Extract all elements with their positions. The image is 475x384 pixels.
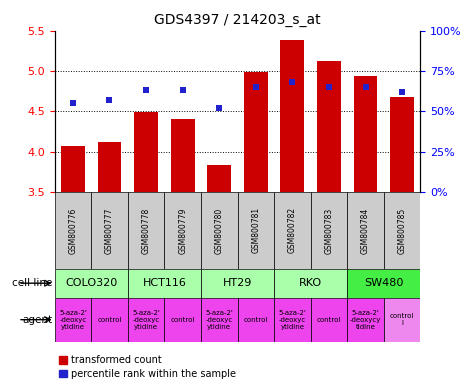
Bar (128, 298, 164, 342)
Bar (201, 192, 238, 269)
Text: GSM800781: GSM800781 (251, 207, 260, 253)
Bar (201, 298, 238, 342)
Text: GSM800782: GSM800782 (288, 207, 297, 253)
Text: 5-aza-2'
-deoxycy
tidine: 5-aza-2' -deoxycy tidine (350, 310, 381, 330)
Text: 5-aza-2'
-deoxyc
ytidine: 5-aza-2' -deoxyc ytidine (205, 310, 233, 330)
Bar (280, 40, 304, 384)
Bar (128, 192, 164, 269)
Text: GSM800776: GSM800776 (68, 207, 77, 253)
Point (325, 84, 332, 90)
Bar (384, 298, 420, 342)
Bar (353, 76, 378, 384)
Bar (201, 269, 274, 298)
Point (252, 84, 259, 90)
Text: GSM800784: GSM800784 (361, 207, 370, 253)
Bar (171, 119, 195, 384)
Text: COLO320: COLO320 (65, 278, 117, 288)
Bar (61, 146, 85, 384)
Text: RKO: RKO (299, 278, 322, 288)
Bar (347, 192, 384, 269)
Bar (128, 269, 201, 298)
Bar (91, 298, 128, 342)
Bar (244, 72, 268, 384)
Point (69, 100, 77, 106)
Point (142, 87, 150, 93)
Bar (347, 298, 384, 342)
Text: 5-aza-2'
-deoxyc
ytidine: 5-aza-2' -deoxyc ytidine (132, 310, 160, 330)
Bar (207, 165, 231, 384)
Bar (311, 192, 347, 269)
Point (105, 97, 113, 103)
Title: GDS4397 / 214203_s_at: GDS4397 / 214203_s_at (154, 13, 321, 27)
Text: control: control (244, 317, 268, 323)
Text: GSM800780: GSM800780 (215, 207, 224, 253)
Bar (55, 192, 91, 269)
Text: 5-aza-2'
-deoxyc
ytidine: 5-aza-2' -deoxyc ytidine (278, 310, 306, 330)
Bar (238, 298, 274, 342)
Bar (274, 269, 347, 298)
Bar (97, 142, 122, 384)
Point (216, 105, 223, 111)
Bar (134, 112, 158, 384)
Text: agent: agent (23, 314, 53, 325)
Text: control
l: control l (390, 313, 414, 326)
Text: HCT116: HCT116 (142, 278, 186, 288)
Bar (164, 298, 201, 342)
Text: GSM800785: GSM800785 (398, 207, 407, 253)
Text: control: control (317, 317, 341, 323)
Bar (384, 192, 420, 269)
Text: GSM800783: GSM800783 (324, 207, 333, 253)
Legend: transformed count, percentile rank within the sample: transformed count, percentile rank withi… (59, 355, 236, 379)
Point (179, 87, 186, 93)
Text: cell line: cell line (12, 278, 53, 288)
Bar (311, 298, 347, 342)
Point (398, 89, 406, 95)
Bar (274, 192, 311, 269)
Text: SW480: SW480 (364, 278, 403, 288)
Text: GSM800779: GSM800779 (178, 207, 187, 253)
Bar (317, 61, 341, 384)
Bar (55, 269, 128, 298)
Bar (55, 298, 91, 342)
Bar (274, 298, 311, 342)
Point (289, 79, 296, 85)
Bar (347, 269, 420, 298)
Text: HT29: HT29 (223, 278, 252, 288)
Bar (91, 192, 128, 269)
Text: control: control (171, 317, 195, 323)
Text: 5-aza-2'
-deoxyc
ytidine: 5-aza-2' -deoxyc ytidine (59, 310, 87, 330)
Point (362, 84, 370, 90)
Text: GSM800778: GSM800778 (142, 207, 151, 253)
Bar (390, 97, 414, 384)
Bar (238, 192, 274, 269)
Text: GSM800777: GSM800777 (105, 207, 114, 253)
Text: control: control (97, 317, 122, 323)
Bar (164, 192, 201, 269)
